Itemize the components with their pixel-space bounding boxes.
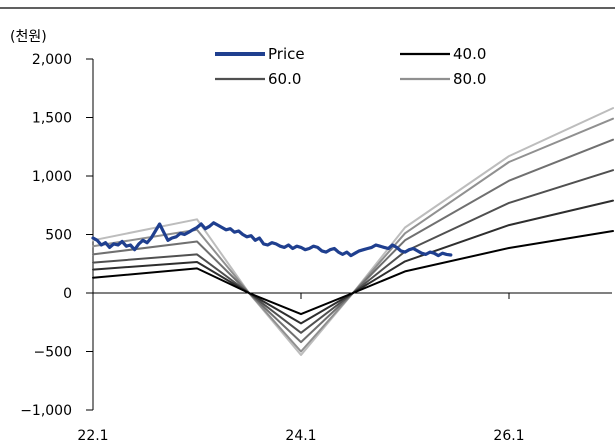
series-line-target [92, 117, 614, 353]
series-line-price [91, 221, 453, 258]
y-tick-label: 1,500 [32, 111, 72, 127]
series-line-target [92, 199, 614, 325]
y-tick-label: −500 [34, 345, 72, 361]
x-tick-label: 26.1 [493, 428, 524, 444]
series-line-target [92, 169, 614, 334]
legend-label: 80.0 [453, 70, 486, 88]
series-line-target [92, 138, 614, 344]
legend-label: 40.0 [453, 45, 486, 63]
x-tick-label: 22.1 [77, 428, 108, 444]
x-tick-label: 24.1 [285, 428, 316, 444]
legend: Price 40.0 60.0 80.0 [215, 45, 486, 88]
y-tick-label: 0 [63, 286, 72, 302]
y-tick-label: 2,000 [32, 52, 72, 68]
unit-label: (천원) [10, 29, 47, 45]
series-line-target [92, 107, 614, 356]
legend-label: Price [268, 45, 305, 63]
y-tick-label: −1,000 [20, 403, 72, 419]
y-tick-label: 500 [45, 228, 72, 244]
series-line-target [92, 230, 614, 316]
axes: 2,000 1,500 1,000 500 0 −500 −1,000 22.1 24.1 26.… [20, 52, 612, 444]
y-tick-label: 1,000 [32, 169, 72, 185]
series-layer [91, 107, 614, 356]
legend-label: 60.0 [268, 70, 301, 88]
